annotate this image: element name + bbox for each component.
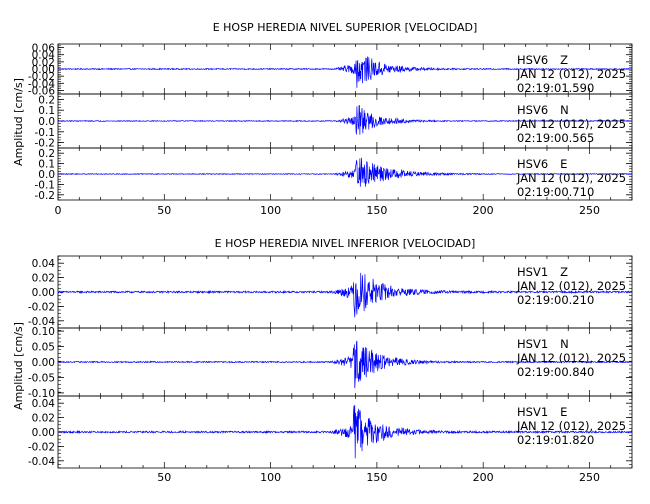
x-tick-label: 100 (260, 471, 281, 484)
waveform-line (57, 56, 633, 88)
y-tick-label: 0.00 (32, 287, 55, 299)
y-axis-label: Amplitud [cm/s] (12, 78, 25, 166)
y-tick-label: 0.1 (38, 105, 55, 117)
x-tick-label: 250 (579, 471, 600, 484)
figure-title: E HOSP HEREDIA NIVEL SUPERIOR [VELOCIDAD… (213, 21, 478, 34)
y-tick-label: 0.02 (32, 413, 55, 425)
y-tick-label: 0.00 (32, 64, 55, 76)
y-tick-label: -0.02 (28, 441, 55, 453)
trace-station-label: HSV6 E (517, 157, 567, 171)
y-tick-label: 0.10 (32, 326, 55, 338)
waveform-line (57, 105, 633, 135)
y-tick-label: 0.2 (38, 148, 55, 160)
y-tick-label: 0.02 (32, 273, 55, 285)
x-tick-label: 200 (473, 471, 494, 484)
y-tick-label: -0.04 (28, 316, 55, 328)
y-tick-label: 0.04 (32, 50, 56, 62)
y-tick-label: 0.05 (32, 342, 55, 354)
y-tick-label: 0.00 (32, 357, 55, 369)
trace-date-label: JAN 12 (012), 2025 (516, 117, 626, 131)
trace-time-label: 02:19:01.590 (517, 81, 594, 95)
station-name: HSV1 (517, 265, 548, 279)
y-tick-label: 0.04 (32, 258, 56, 270)
y-tick-label: 0.2 (38, 94, 55, 106)
trace-station-label: HSV1 N (517, 337, 569, 351)
x-tick-label: 100 (260, 204, 281, 217)
y-tick-label: -0.05 (28, 372, 55, 384)
y-tick-label: 0.02 (32, 57, 55, 69)
y-tick-label: 0.00 (32, 427, 55, 439)
trace-time-label: 02:19:00.840 (517, 365, 594, 379)
trace-date-label: JAN 12 (012), 2025 (516, 67, 626, 81)
component-name: E (560, 157, 567, 171)
waveform-line (57, 157, 633, 187)
trace-date-label: JAN 12 (012), 2025 (516, 171, 626, 185)
trace-station-label: HSV1 Z (517, 265, 568, 279)
figure-group-2: E HOSP HEREDIA NIVEL INFERIOR [VELOCIDAD… (12, 237, 633, 484)
component-name: E (560, 405, 567, 419)
y-tick-label: -0.04 (28, 456, 55, 468)
trace-station-label: HSV6 N (517, 103, 569, 117)
component-name: N (560, 103, 569, 117)
y-tick-label: 0.0 (38, 116, 55, 128)
y-axis-label: Amplitud [cm/s] (12, 322, 25, 410)
trace-date-label: JAN 12 (012), 2025 (516, 279, 626, 293)
x-tick-label: 50 (157, 204, 171, 217)
trace-time-label: 02:19:00.710 (517, 185, 594, 199)
station-name: HSV6 (517, 103, 548, 117)
trace-station-label: HSV6 Z (517, 53, 568, 67)
trace-station-label: HSV1 E (517, 405, 567, 419)
figure-group-1: E HOSP HEREDIA NIVEL SUPERIOR [VELOCIDAD… (12, 21, 633, 217)
y-tick-label: -0.10 (28, 388, 55, 400)
y-tick-label: 0.1 (38, 159, 55, 171)
y-tick-label: -0.2 (35, 138, 56, 150)
station-name: HSV6 (517, 53, 548, 67)
trace-date-label: JAN 12 (012), 2025 (516, 351, 626, 365)
trace-time-label: 02:19:01.820 (517, 433, 594, 447)
y-tick-label: -0.1 (35, 179, 56, 191)
y-tick-label: -0.02 (28, 71, 55, 83)
y-tick-label: 0.04 (32, 398, 56, 410)
y-tick-label: -0.06 (28, 85, 55, 97)
y-tick-label: -0.02 (28, 301, 55, 313)
x-tick-label: 0 (55, 204, 62, 217)
y-tick-label: 0.06 (32, 43, 56, 55)
trace-time-label: 02:19:00.565 (517, 131, 594, 145)
trace-panel-hsv6-z: 0.060.040.020.00-0.02-0.04-0.06 HSV6 ZJAN … (28, 43, 633, 97)
component-name: N (560, 337, 569, 351)
x-tick-label: 150 (366, 204, 387, 217)
waveform-line (57, 272, 633, 318)
y-tick-label: -0.1 (35, 127, 56, 139)
component-name: Z (560, 53, 568, 67)
station-name: HSV6 (517, 157, 548, 171)
figure-title: E HOSP HEREDIA NIVEL INFERIOR [VELOCIDAD… (215, 237, 476, 250)
y-tick-label: -0.04 (28, 78, 55, 90)
x-tick-label: 250 (579, 204, 600, 217)
trace-time-label: 02:19:00.210 (517, 293, 594, 307)
y-tick-label: 0.0 (38, 169, 55, 181)
x-tick-label: 50 (157, 471, 171, 484)
x-tick-label: 150 (366, 471, 387, 484)
waveform-line (57, 340, 633, 389)
component-name: Z (560, 265, 568, 279)
y-tick-label: -0.2 (35, 190, 56, 202)
x-tick-label: 200 (473, 204, 494, 217)
trace-date-label: JAN 12 (012), 2025 (516, 419, 626, 433)
station-name: HSV1 (517, 337, 548, 351)
station-name: HSV1 (517, 405, 548, 419)
waveform-line (57, 405, 633, 459)
